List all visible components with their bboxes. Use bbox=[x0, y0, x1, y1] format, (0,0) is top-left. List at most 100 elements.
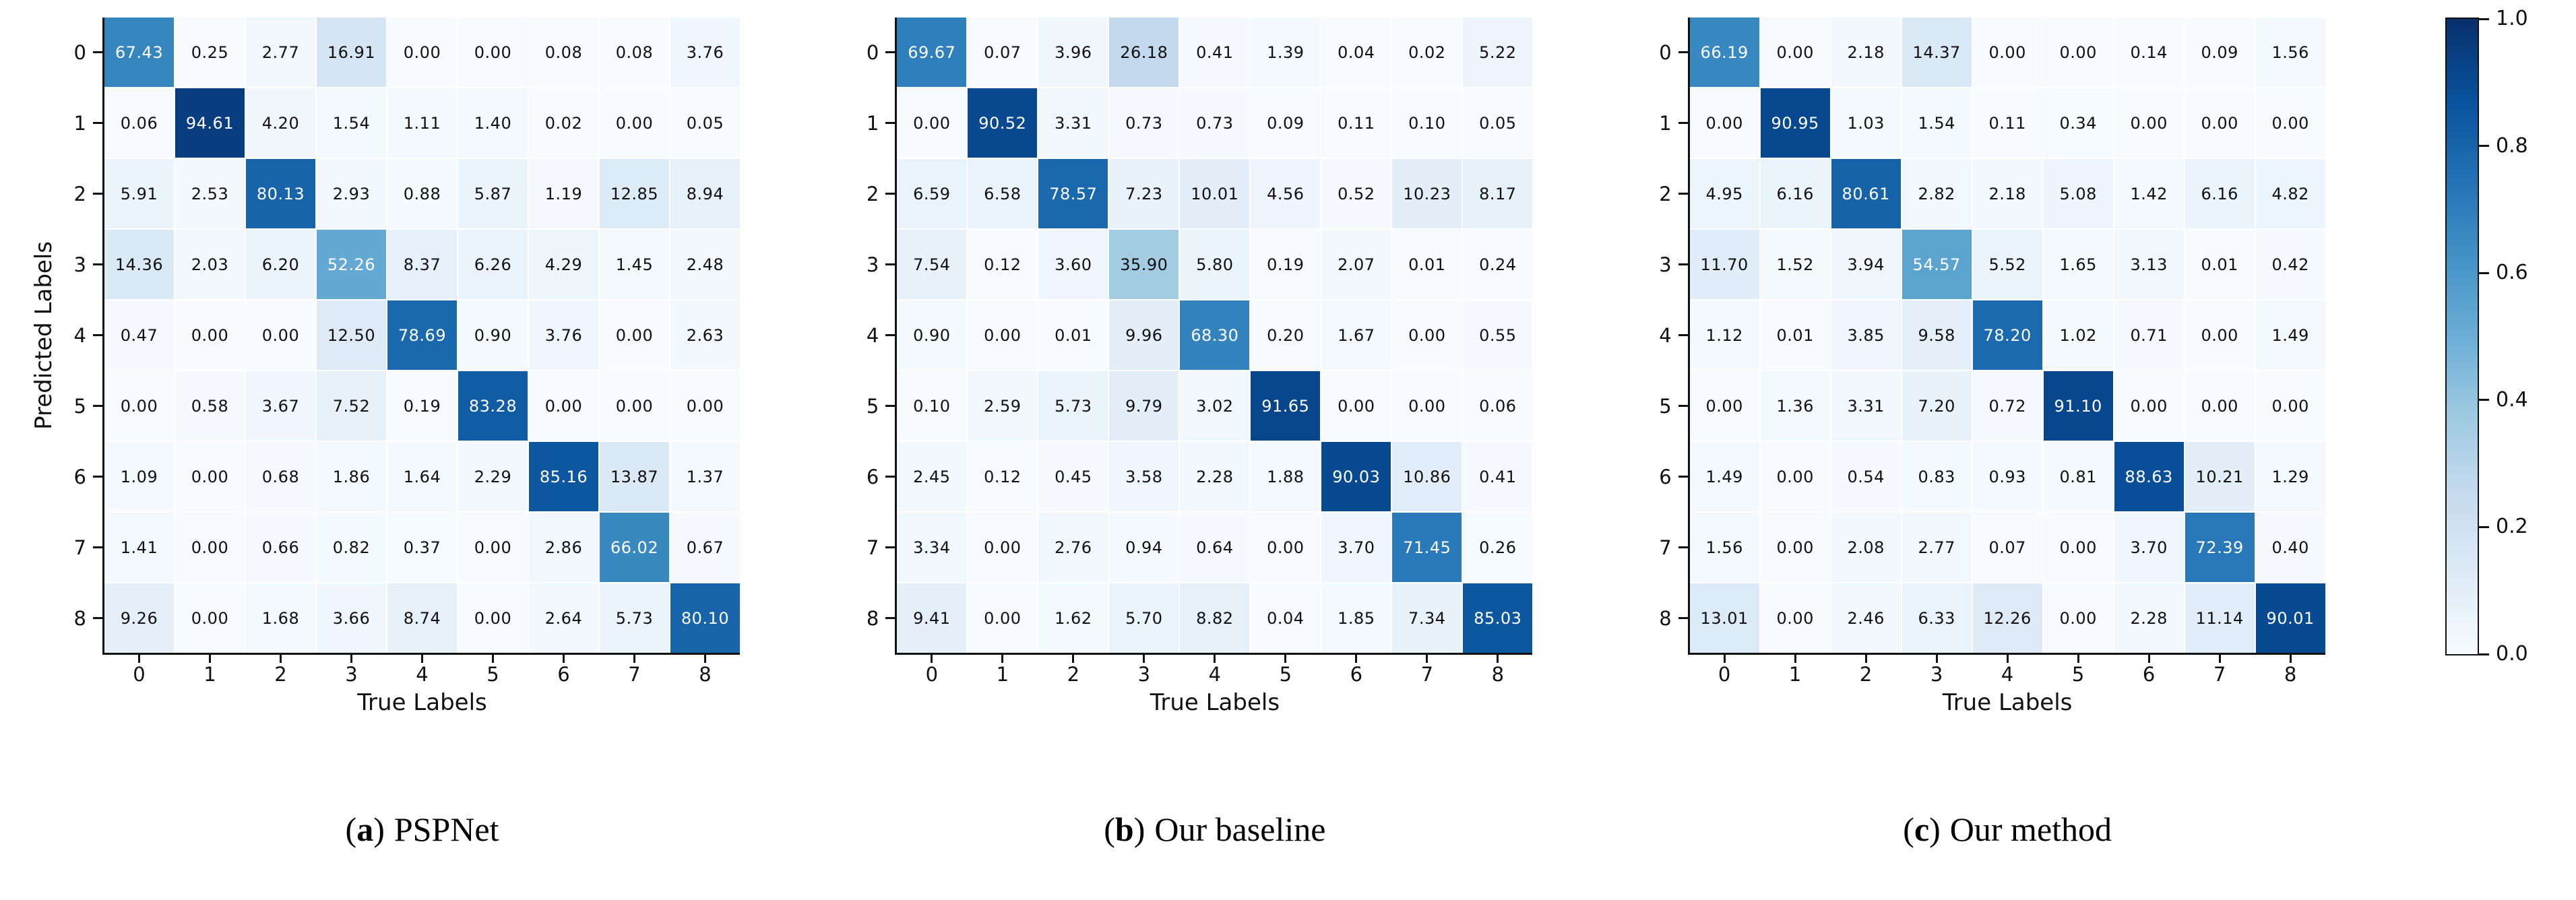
heatmap-cell: 0.00 bbox=[1392, 371, 1462, 441]
colorbar-tick-mark bbox=[2478, 145, 2489, 148]
heatmap-cell: 0.00 bbox=[175, 513, 245, 582]
heatmap-cell: 2.59 bbox=[968, 371, 1038, 441]
heatmap-cell: 0.07 bbox=[968, 18, 1038, 87]
heatmap-cell: 0.00 bbox=[600, 88, 669, 158]
heatmap-cell: 0.01 bbox=[2185, 230, 2255, 299]
heatmap-cell: 0.00 bbox=[968, 300, 1038, 370]
y-tick-label: 8 bbox=[860, 583, 896, 653]
x-tick-label: 8 bbox=[1463, 655, 1532, 687]
heatmap-cell: 0.00 bbox=[458, 513, 528, 582]
heatmap-cell: 72.39 bbox=[2185, 513, 2255, 582]
heatmap-cell: 1.37 bbox=[670, 442, 740, 511]
heatmap-cell: 2.28 bbox=[2114, 583, 2184, 653]
heatmap-cell: 0.00 bbox=[246, 300, 315, 370]
heatmap-cell: 85.03 bbox=[1463, 583, 1533, 653]
heatmap-cell: 1.36 bbox=[1760, 371, 1830, 441]
heatmap-cell: 13.87 bbox=[600, 442, 669, 511]
heatmap-cell: 0.00 bbox=[2114, 371, 2184, 441]
heatmap-cell: 3.94 bbox=[1831, 230, 1901, 299]
heatmap-cell: 0.10 bbox=[897, 371, 967, 441]
heatmap-cell: 0.00 bbox=[968, 513, 1038, 582]
heatmap-cell: 3.76 bbox=[529, 300, 598, 370]
heatmap-cell: 80.13 bbox=[246, 159, 315, 228]
x-tick-label: 5 bbox=[1251, 655, 1320, 687]
heatmap-cell: 0.00 bbox=[1392, 300, 1462, 370]
heatmap-cell: 0.09 bbox=[2185, 18, 2255, 87]
x-tick-label: 8 bbox=[2256, 655, 2325, 687]
heatmap-cell: 6.33 bbox=[1902, 583, 1972, 653]
caption-letter: b bbox=[1114, 810, 1134, 848]
heatmap-cell: 0.94 bbox=[1109, 513, 1179, 582]
x-tick-label: 2 bbox=[246, 655, 315, 687]
heatmap-cell: 1.54 bbox=[317, 88, 386, 158]
heatmap-cell: 3.85 bbox=[1831, 300, 1901, 370]
y-tick-label: 0 bbox=[1653, 18, 1688, 87]
heatmap-cell: 10.23 bbox=[1392, 159, 1462, 228]
heatmap-cell: 0.02 bbox=[529, 88, 598, 158]
heatmap-cell: 14.37 bbox=[1902, 18, 1972, 87]
heatmap-cell: 11.14 bbox=[2185, 583, 2255, 653]
heatmap-cell: 1.45 bbox=[600, 230, 669, 299]
heatmap-cell: 1.65 bbox=[2043, 230, 2113, 299]
heatmap-cell: 2.08 bbox=[1831, 513, 1901, 582]
heatmap-cell: 0.00 bbox=[2043, 583, 2113, 653]
heatmap-cell: 6.20 bbox=[246, 230, 315, 299]
heatmap-cell: 1.49 bbox=[1689, 442, 1759, 511]
heatmap-cell: 1.03 bbox=[1831, 88, 1901, 158]
heatmap-cell: 4.82 bbox=[2255, 159, 2325, 228]
caption-paren-open: ( bbox=[1903, 810, 1914, 848]
heatmap-cell: 0.05 bbox=[1463, 88, 1533, 158]
heatmap-cell: 0.06 bbox=[1463, 371, 1533, 441]
heatmap-cell: 16.91 bbox=[317, 18, 386, 87]
heatmap-cell: 1.41 bbox=[104, 513, 174, 582]
heatmap-cell: 0.00 bbox=[2255, 371, 2325, 441]
heatmap-cell: 0.00 bbox=[1760, 442, 1830, 511]
heatmap-cell: 0.73 bbox=[1180, 88, 1250, 158]
heatmap-cell: 7.34 bbox=[1392, 583, 1462, 653]
x-tick-label: 3 bbox=[317, 655, 386, 687]
heatmap-cell: 1.64 bbox=[387, 442, 457, 511]
heatmap-cell: 0.19 bbox=[387, 371, 457, 441]
heatmap-cell: 1.02 bbox=[2043, 300, 2113, 370]
heatmap-cell: 4.20 bbox=[246, 88, 315, 158]
y-tick-label: 2 bbox=[860, 159, 896, 228]
heatmap-cell: 1.62 bbox=[1038, 583, 1108, 653]
caption-paren-close: ) bbox=[1929, 810, 1941, 848]
heatmap-cell: 6.26 bbox=[458, 230, 528, 299]
heatmap-cell: 0.73 bbox=[1109, 88, 1179, 158]
heatmap-cell: 0.00 bbox=[175, 300, 245, 370]
heatmap-cell: 0.25 bbox=[175, 18, 245, 87]
heatmap-cell: 80.61 bbox=[1831, 159, 1901, 228]
heatmap-cell: 0.12 bbox=[968, 230, 1038, 299]
colorbar-tick-label: 0.0 bbox=[2495, 642, 2528, 666]
x-tick-label: 1 bbox=[1761, 655, 1830, 687]
y-tick-label: 7 bbox=[1653, 513, 1688, 582]
heatmap-cell: 80.10 bbox=[670, 583, 740, 653]
heatmap-cell: 1.42 bbox=[2114, 159, 2184, 228]
colorbar-tick-mark bbox=[2478, 18, 2489, 20]
plot-column: 67.43 0.25 2.77 16.91 0.00 0.00 0.08 0.08 3.76 0.… bbox=[102, 18, 740, 849]
heatmap-cell: 2.28 bbox=[1180, 442, 1250, 511]
caption-b: (b) Our baseline bbox=[897, 810, 1532, 849]
heatmap-cell: 1.52 bbox=[1760, 230, 1830, 299]
heatmap-cell: 69.67 bbox=[897, 18, 967, 87]
heatmap-cell: 66.02 bbox=[600, 513, 669, 582]
heatmap-cell: 2.76 bbox=[1038, 513, 1108, 582]
heatmap-cell: 5.22 bbox=[1463, 18, 1533, 87]
colorbar-tick-label: 0.2 bbox=[2495, 515, 2528, 539]
y-axis-title: Predicted Labels bbox=[30, 240, 57, 430]
y-tick-label: 0 bbox=[860, 18, 896, 87]
heatmap-cell: 0.11 bbox=[1321, 88, 1391, 158]
y-axis-title-column: Predicted Labels bbox=[20, 18, 67, 653]
heatmap-cell: 88.63 bbox=[2114, 442, 2184, 511]
x-tick-label: 5 bbox=[458, 655, 528, 687]
x-tick-label: 4 bbox=[1973, 655, 2042, 687]
heatmap-cell: 0.04 bbox=[1251, 583, 1321, 653]
heatmap-cell: 0.00 bbox=[600, 371, 669, 441]
x-tick-label: 7 bbox=[1392, 655, 1462, 687]
heatmap-cell: 1.67 bbox=[1321, 300, 1391, 370]
heatmap-cell: 0.00 bbox=[2043, 18, 2113, 87]
heatmap-cell: 0.00 bbox=[175, 442, 245, 511]
